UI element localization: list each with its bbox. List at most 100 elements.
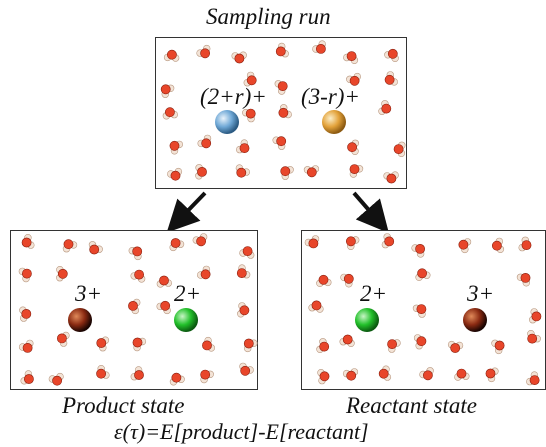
water-molecule [384,71,398,86]
water-molecule [235,139,250,154]
water-molecule [169,372,185,386]
arrow-left [166,191,207,233]
water-molecule [88,241,103,255]
water-molecule [347,139,360,156]
water-molecule [304,235,320,249]
water-molecule [130,366,144,381]
water-molecule [384,48,399,62]
sampling-run-title: Sampling run [206,4,331,29]
water-molecule [162,107,178,120]
water-molecule [413,334,427,350]
ion-right-charge-label: 3+ [467,281,495,306]
water-molecules [160,40,406,184]
water-molecule [346,236,360,250]
product-state-caption: Product state [62,393,185,418]
water-molecule [491,237,505,253]
water-molecule [156,300,171,315]
water-molecule [243,71,257,87]
water-molecule [526,371,540,386]
water-molecule [349,164,364,178]
water-molecule [280,166,294,180]
water-molecule [192,233,208,247]
water-molecule [411,243,425,258]
water-molecules [304,233,542,386]
water-molecule [378,365,392,381]
water-molecule [235,164,251,178]
water-molecule [383,171,399,184]
water-molecule [274,80,288,95]
water-molecule [167,167,183,181]
water-molecule [202,336,216,352]
water-molecule [56,265,68,282]
water-molecule [237,302,250,318]
water-molecule [378,100,392,115]
water-molecule [156,275,173,288]
water-molecule [169,140,183,155]
water-molecule [387,339,401,353]
ion-left-charge-label: 2+ [360,281,388,306]
ion-left-charge-label: 3+ [75,281,103,306]
water-molecule [197,134,212,149]
ion-left-sphere [355,308,379,332]
water-molecule [518,236,532,252]
water-molecule [527,329,541,344]
water-molecule [412,304,427,318]
water-molecule [128,298,141,315]
sampling-run-panel: (2+r)+ (3-r)+ [155,37,407,189]
reactant-state-panel: 2+ 3+ [301,230,546,390]
ion-right-sphere [322,110,346,134]
water-molecule [454,368,470,381]
water-molecule [196,44,211,59]
water-molecule [278,104,292,119]
water-molecule [529,308,542,324]
water-molecule [342,368,359,381]
water-molecule [130,269,146,283]
ion-right-sphere [463,308,487,332]
ion-left-sphere [215,110,239,134]
water-molecule [316,274,332,287]
water-molecule [132,337,147,352]
ion-left-charge-label: (2+r)+ [200,84,267,109]
water-molecule [231,51,247,64]
water-molecule [62,239,78,253]
water-molecules [18,233,258,386]
water-molecule [19,306,32,322]
water-molecule [20,370,34,385]
arrow-right [352,191,389,234]
water-molecule [163,49,180,62]
water-molecule [516,273,531,287]
water-molecule [275,42,289,58]
water-molecule [303,165,320,178]
water-molecule [340,273,354,288]
water-molecule [317,369,330,385]
water-molecule [316,338,330,354]
water-molecule [236,264,251,279]
water-molecule [447,340,464,353]
ion-left-sphere [68,308,92,332]
reactant-state-caption: Reactant state [346,393,477,418]
water-molecule [96,365,110,379]
water-molecule [48,372,64,386]
water-molecule [18,267,32,283]
water-molecule [393,141,406,158]
water-molecule [128,246,143,261]
water-molecule [239,362,254,376]
water-molecule [57,331,70,347]
water-molecule [491,339,505,355]
water-molecule [195,164,207,180]
water-molecule [18,339,34,353]
water-molecule [485,367,499,383]
water-molecule [21,233,35,249]
water-molecule [381,233,395,249]
ion-right-charge-label: 2+ [174,281,202,306]
water-molecule [419,367,434,381]
water-molecule [96,336,110,352]
water-molecule [243,338,258,353]
water-molecule [242,108,256,123]
water-molecule [343,51,359,64]
water-molecule [169,238,185,252]
ion-right-sphere [174,308,198,332]
water-molecule [415,268,431,281]
water-molecule [200,369,214,384]
